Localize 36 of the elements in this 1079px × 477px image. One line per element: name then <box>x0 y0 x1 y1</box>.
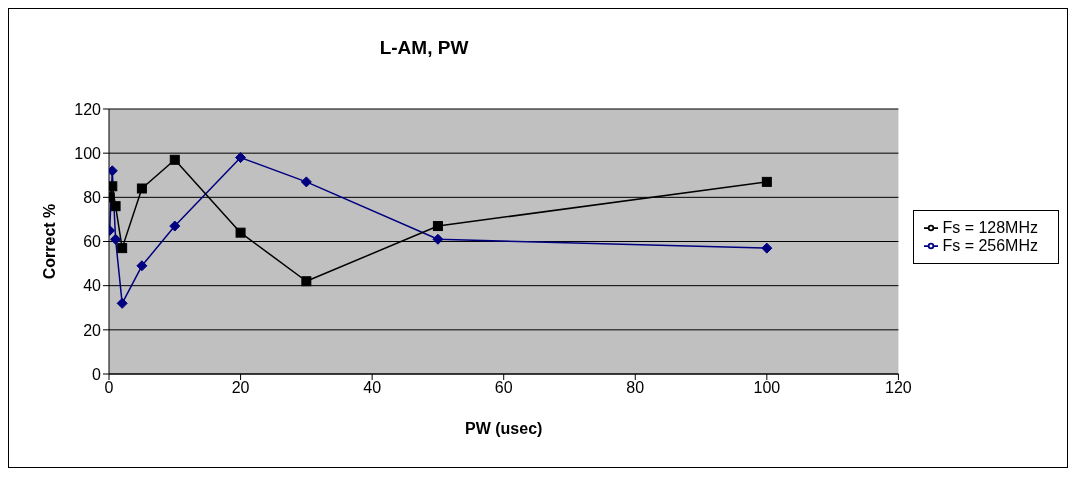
point <box>110 233 122 245</box>
y-tick-label: 60 <box>83 233 102 251</box>
point <box>432 233 444 245</box>
point <box>235 152 247 164</box>
x-tick-label: 40 <box>363 379 382 397</box>
y-tick-label: 120 <box>74 100 102 118</box>
point <box>116 297 128 309</box>
point <box>109 181 118 192</box>
y-tick-label: 20 <box>83 321 102 339</box>
y-tick-label: 0 <box>92 365 102 383</box>
point <box>136 183 147 194</box>
legend-label: Fs = 128MHz <box>942 218 1038 236</box>
point <box>432 221 443 232</box>
x-axis-title: PW (usec) <box>465 420 543 437</box>
point <box>136 260 148 272</box>
x-tick-label: 0 <box>104 379 114 397</box>
legend-label: Fs = 256MHz <box>942 236 1038 254</box>
point <box>169 154 180 165</box>
point <box>235 227 246 238</box>
y-tick-label: 100 <box>74 144 102 162</box>
y-tick-label: 40 <box>83 277 102 295</box>
x-tick-label: 120 <box>885 379 912 397</box>
x-tick-label: 100 <box>753 379 781 397</box>
chart-title: L-AM, PW <box>378 37 470 59</box>
x-tick-label: 20 <box>231 379 250 397</box>
y-axis-title: Correct % <box>40 203 58 280</box>
point <box>300 176 312 188</box>
point <box>169 220 181 232</box>
point <box>110 201 121 212</box>
x-tick-label: 80 <box>626 379 645 397</box>
point <box>761 176 772 187</box>
point <box>117 243 128 254</box>
y-tick-label: 80 <box>83 189 102 207</box>
x-tick-label: 60 <box>494 379 513 397</box>
point <box>301 276 312 287</box>
point <box>761 242 773 254</box>
